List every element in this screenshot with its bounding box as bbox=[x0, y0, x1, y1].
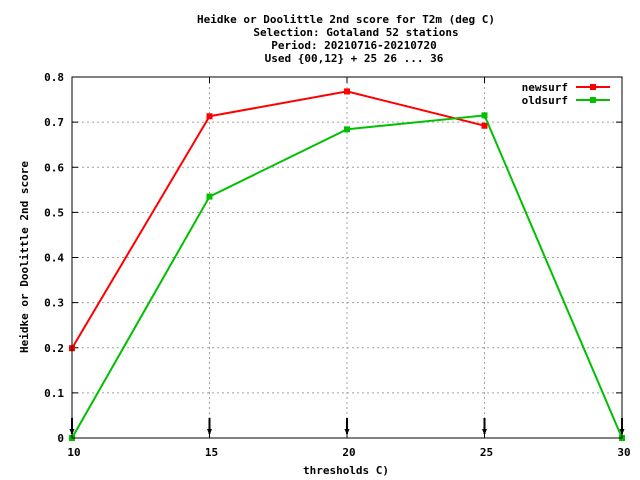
threshold-marker-arrow bbox=[207, 429, 212, 435]
legend-marker-oldsurf bbox=[590, 97, 596, 103]
plot-frame bbox=[71, 76, 623, 439]
series-line-newsurf bbox=[71, 90, 485, 349]
x-tick-label: 15 bbox=[205, 446, 218, 459]
legend-item-newsurf: newsurf bbox=[522, 81, 610, 94]
series-point-newsurf bbox=[206, 113, 213, 120]
series-point-newsurf bbox=[481, 122, 488, 129]
y-tick-label: 0.2 bbox=[44, 342, 64, 355]
y-tick-label: 0.7 bbox=[44, 116, 64, 129]
y-tick-label: 0 bbox=[57, 432, 64, 445]
threshold-marker-arrow bbox=[344, 429, 350, 435]
threshold-markers bbox=[69, 418, 625, 435]
series-point-oldsurf bbox=[206, 193, 213, 200]
y-tick-label: 0.3 bbox=[44, 297, 64, 310]
y-axis-label: Heidke or Doolittle 2nd score bbox=[18, 161, 31, 353]
x-axis-label: thresholds C) bbox=[303, 464, 389, 477]
grid-lines bbox=[72, 77, 622, 438]
x-tick-label: 25 bbox=[480, 446, 493, 459]
y-tick-label: 0.4 bbox=[44, 252, 64, 265]
y-tick-label: 0.5 bbox=[44, 206, 64, 219]
y-tick-label: 0.8 bbox=[44, 71, 64, 84]
legend-label-newsurf: newsurf bbox=[522, 81, 568, 94]
chart-title: Heidke or Doolittle 2nd score for T2m (d… bbox=[197, 13, 495, 65]
legend-marker-newsurf bbox=[590, 84, 596, 90]
axis-ticks: 0 0.1 0.2 0.3 0.4 0.5 0.6 0.7 0.8 10 15 20 25 30 bbox=[44, 71, 631, 459]
title-line-1: Heidke or Doolittle 2nd score for T2m (d… bbox=[197, 13, 495, 26]
series-point-oldsurf bbox=[344, 126, 350, 133]
x-tick-label: 20 bbox=[342, 446, 355, 459]
series-point-oldsurf bbox=[481, 112, 488, 119]
title-line-3: Period: 20210716-20210720 bbox=[271, 39, 437, 52]
series-point-newsurf bbox=[344, 88, 350, 95]
threshold-marker-arrow bbox=[482, 429, 487, 435]
legend-item-oldsurf: oldsurf bbox=[522, 94, 610, 107]
legend-label-oldsurf: oldsurf bbox=[522, 94, 568, 107]
legend: newsurf oldsurf bbox=[522, 81, 610, 107]
y-tick-label: 0.1 bbox=[44, 387, 64, 400]
x-tick-label: 10 bbox=[67, 446, 80, 459]
x-tick-label: 30 bbox=[617, 446, 630, 459]
y-tick-label: 0.6 bbox=[44, 161, 64, 174]
title-line-2: Selection: Gotaland 52 stations bbox=[253, 26, 458, 39]
title-line-4: Used {00,12} + 25 26 ... 36 bbox=[265, 52, 444, 65]
